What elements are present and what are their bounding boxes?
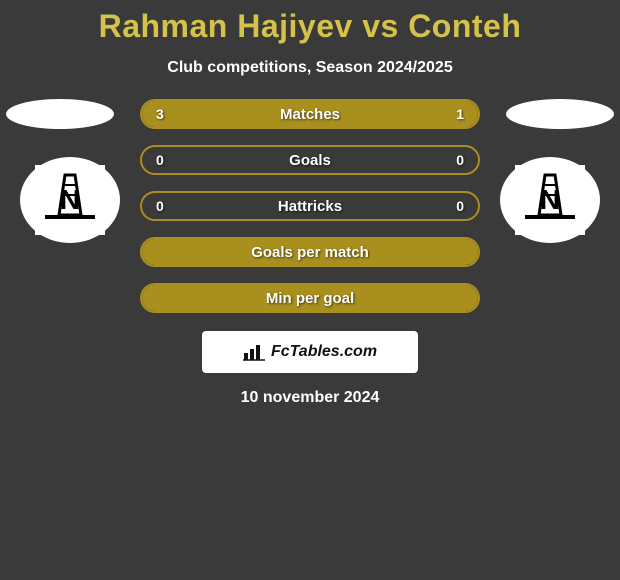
team-logo-left: N bbox=[20, 157, 120, 243]
source-badge: FcTables.com bbox=[202, 331, 418, 373]
stat-row: 00Goals bbox=[140, 145, 480, 175]
stat-label: Matches bbox=[142, 101, 478, 127]
player-right-marker bbox=[506, 99, 614, 129]
stat-label: Goals per match bbox=[142, 239, 478, 265]
oil-derrick-icon: N bbox=[515, 165, 585, 235]
stat-row: Goals per match bbox=[140, 237, 480, 267]
page-subtitle: Club competitions, Season 2024/2025 bbox=[0, 59, 620, 77]
stat-label: Min per goal bbox=[142, 285, 478, 311]
stat-rows: 31Matches 00Goals 00Hattricks Goals per mat… bbox=[140, 99, 480, 329]
source-badge-text: FcTables.com bbox=[271, 343, 377, 361]
player-left-marker bbox=[6, 99, 114, 129]
stat-label: Goals bbox=[142, 147, 478, 173]
comparison-infographic: Rahman Hajiyev vs Conteh Club competitio… bbox=[0, 0, 620, 407]
team-logo-right: N bbox=[500, 157, 600, 243]
stats-area: N N 31Matches 00Goals 00Hattricks Goals per… bbox=[0, 99, 620, 319]
bar-chart-icon bbox=[243, 343, 265, 361]
page-title: Rahman Hajiyev vs Conteh bbox=[0, 8, 620, 45]
stat-row: 31Matches bbox=[140, 99, 480, 129]
stat-row: 00Hattricks bbox=[140, 191, 480, 221]
oil-derrick-icon: N bbox=[35, 165, 105, 235]
footer-date: 10 november 2024 bbox=[0, 389, 620, 407]
stat-row: Min per goal bbox=[140, 283, 480, 313]
stat-label: Hattricks bbox=[142, 193, 478, 219]
